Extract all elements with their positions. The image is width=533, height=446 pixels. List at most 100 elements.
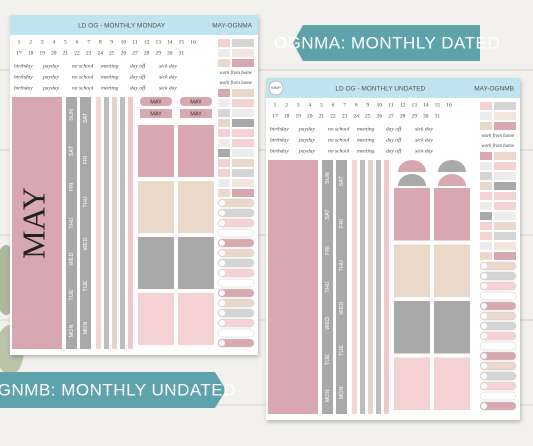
pill-dot xyxy=(219,310,225,316)
pill-dot xyxy=(481,313,487,319)
sticker xyxy=(494,112,516,120)
month-box xyxy=(12,97,62,349)
date-number: 1 xyxy=(18,39,21,45)
pill-sticker xyxy=(479,261,517,271)
sticker xyxy=(232,189,254,197)
month-label: MAY xyxy=(15,187,51,259)
pill-dot xyxy=(481,333,487,339)
sticker xyxy=(494,222,516,230)
date-number: 6 xyxy=(76,39,79,45)
event-word: no school xyxy=(72,85,94,91)
sticker xyxy=(494,212,516,220)
sticker xyxy=(494,162,516,170)
pill-dot xyxy=(219,230,225,236)
sticker xyxy=(218,59,230,67)
date-number: 8 xyxy=(355,102,358,108)
date-number: 1 xyxy=(274,102,277,108)
date-number: 23 xyxy=(342,113,348,119)
date-number: 5 xyxy=(320,102,323,108)
day-label: THU xyxy=(69,217,75,228)
pill-sticker xyxy=(479,401,517,411)
date-number: 15 xyxy=(435,102,441,108)
washi-stripe xyxy=(96,97,101,349)
pill-sticker xyxy=(217,228,255,238)
event-word: payday xyxy=(298,126,315,132)
sticker xyxy=(494,182,516,190)
washi-stripe xyxy=(352,160,357,414)
washi-stripe xyxy=(376,160,381,414)
logo-badge xyxy=(268,80,284,96)
box-sticker xyxy=(394,244,430,297)
pill-sticker xyxy=(479,391,517,401)
pill-dot xyxy=(219,250,225,256)
day-label: TUE xyxy=(83,280,89,291)
date-number: 6 xyxy=(332,102,335,108)
month-tab-label: MAY xyxy=(150,111,162,117)
date-number: 12 xyxy=(400,102,406,108)
work-from-home: work from home xyxy=(219,71,252,76)
pill-sticker xyxy=(217,328,255,338)
washi-stripe xyxy=(384,160,389,414)
pill-dot xyxy=(219,290,225,296)
pill-sticker xyxy=(217,218,255,228)
date-number: 28 xyxy=(144,50,150,56)
event-word: meeting xyxy=(101,63,119,69)
date-number: 20 xyxy=(307,113,313,119)
banner-text: OGNMB: MONTHLY UNDATED xyxy=(0,380,236,399)
box-sticker xyxy=(434,357,470,410)
half-circle xyxy=(398,160,426,172)
sticker xyxy=(232,99,254,107)
sticker xyxy=(218,119,230,127)
date-number: 11 xyxy=(132,39,138,45)
date-number: 12 xyxy=(144,39,150,45)
day-label: MON xyxy=(69,325,75,338)
event-word: day off xyxy=(386,136,403,143)
pill-dot xyxy=(219,270,225,276)
pill-dot xyxy=(481,363,487,369)
logo: MMP xyxy=(271,85,281,90)
day-strip xyxy=(322,160,333,414)
pill-sticker xyxy=(479,321,517,331)
pill-sticker xyxy=(479,351,517,361)
sheet-title: LD OG - MONTHLY MONDAY xyxy=(78,23,166,30)
pill-dot xyxy=(481,263,487,269)
day-label: WED xyxy=(69,253,75,266)
sticker xyxy=(494,192,516,200)
box-sticker xyxy=(138,293,174,345)
day-label: MON xyxy=(325,389,331,402)
date-number: 10 xyxy=(121,39,127,45)
date-number: 27 xyxy=(132,50,138,56)
pill-sticker xyxy=(479,301,517,311)
date-number: 20 xyxy=(51,50,57,56)
sticker xyxy=(480,242,492,250)
sticker xyxy=(232,89,254,97)
sticker xyxy=(494,252,516,260)
event-word: no school xyxy=(72,63,94,69)
sticker xyxy=(232,149,254,157)
day-label: WED xyxy=(339,302,345,315)
sticker xyxy=(232,179,254,187)
date-number: 17 xyxy=(16,50,22,56)
event-word: sick day xyxy=(159,74,177,80)
pill-dot xyxy=(219,260,225,266)
box-sticker xyxy=(178,125,214,177)
pill-dot xyxy=(481,403,487,409)
sticker xyxy=(218,109,230,117)
half-circle xyxy=(438,160,466,172)
pill-dot xyxy=(219,240,225,246)
day-label: SUN xyxy=(69,109,75,121)
event-word: birthday xyxy=(14,74,33,80)
date-number: 16 xyxy=(190,39,196,45)
sticker xyxy=(218,139,230,147)
pill-sticker xyxy=(479,361,517,371)
sticker xyxy=(480,192,492,200)
box-sticker xyxy=(394,357,430,410)
box-sticker xyxy=(178,237,214,289)
date-number: 22 xyxy=(74,50,80,56)
pill-sticker xyxy=(217,318,255,328)
event-word: sick day xyxy=(415,137,433,143)
day-label: WED xyxy=(83,238,89,251)
day-label: FRI xyxy=(69,182,75,191)
sticker xyxy=(494,202,516,210)
